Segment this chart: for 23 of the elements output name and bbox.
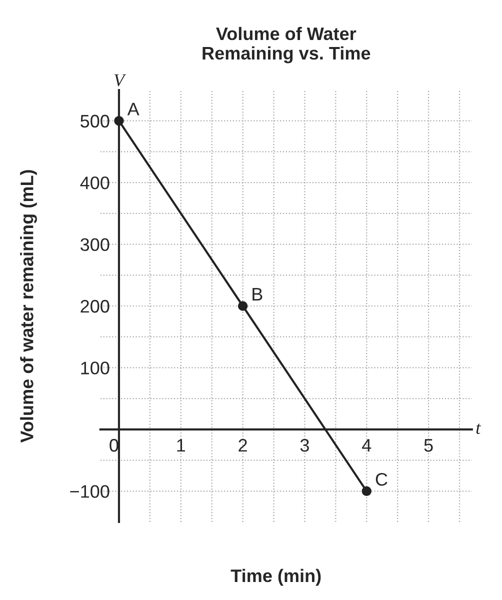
x-tick-label: 1: [177, 439, 186, 452]
y-tick-label: 400: [80, 176, 110, 190]
chart-title: Volume of Water Remaining vs. Time: [202, 26, 370, 64]
y-axis-title: Volume of water remaining (mL): [20, 170, 37, 443]
x-tick-label: 3: [300, 438, 309, 452]
annotation: B: [252, 288, 262, 300]
point: [362, 486, 372, 496]
annotation: C: [376, 472, 388, 486]
y-tick-label: 300: [80, 238, 110, 252]
x-axis-title: Time (min): [230, 568, 321, 586]
y-tick-label: 100: [81, 362, 110, 374]
y-tick-label: −100: [70, 485, 110, 498]
point: [238, 301, 248, 311]
y-tick-label: 200: [80, 300, 110, 313]
y-tick-label: 500: [80, 114, 110, 128]
text: V: [114, 74, 126, 86]
x-tick-label: 5: [424, 439, 433, 452]
x-tick-label: 0: [110, 438, 118, 452]
x-tick-label: 2: [238, 438, 247, 452]
x-tick-label: 4: [362, 439, 372, 452]
text: t: [476, 424, 481, 434]
annotation: A: [127, 102, 140, 116]
point: [114, 116, 124, 126]
